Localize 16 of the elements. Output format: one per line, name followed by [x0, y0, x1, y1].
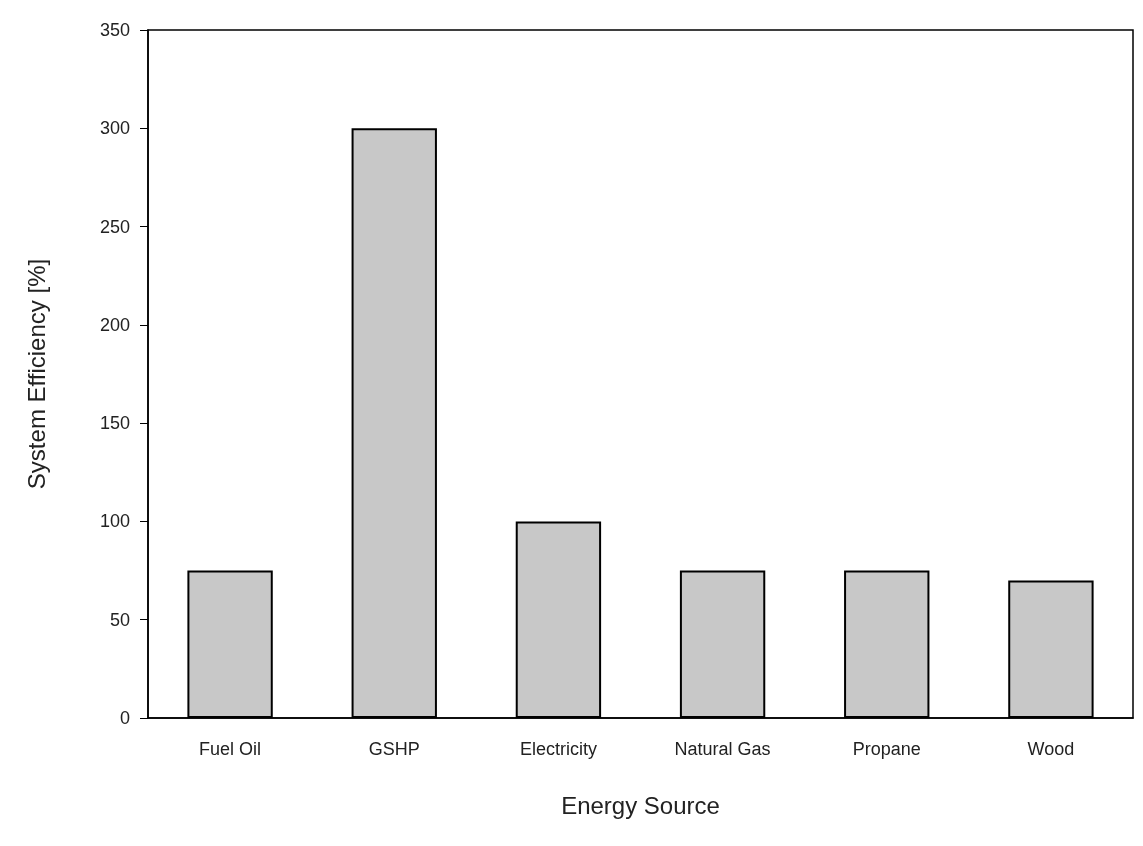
y-tick-label: 300	[99, 118, 130, 139]
x-tick-label: Natural Gas	[674, 739, 771, 759]
y-tick-label: 350	[99, 20, 130, 40]
x-tick-label: Propane	[852, 739, 921, 759]
x-axis-title: Energy Source	[561, 791, 720, 819]
y-tick-label: 200	[99, 314, 130, 335]
y-tick-label: 50	[109, 609, 130, 630]
y-tick-label: 0	[119, 708, 130, 728]
x-tick-label: Electricity	[519, 739, 597, 759]
x-tick-label: GSHP	[368, 739, 420, 759]
y-axis-title: System Efficiency [%]	[22, 258, 50, 490]
x-tick-label: Fuel Oil	[199, 739, 262, 759]
y-tick-label: 100	[99, 511, 130, 532]
x-tick-label: Wood	[1027, 739, 1075, 759]
y-tick-label: 150	[99, 413, 130, 434]
y-tick-label: 250	[99, 216, 130, 237]
